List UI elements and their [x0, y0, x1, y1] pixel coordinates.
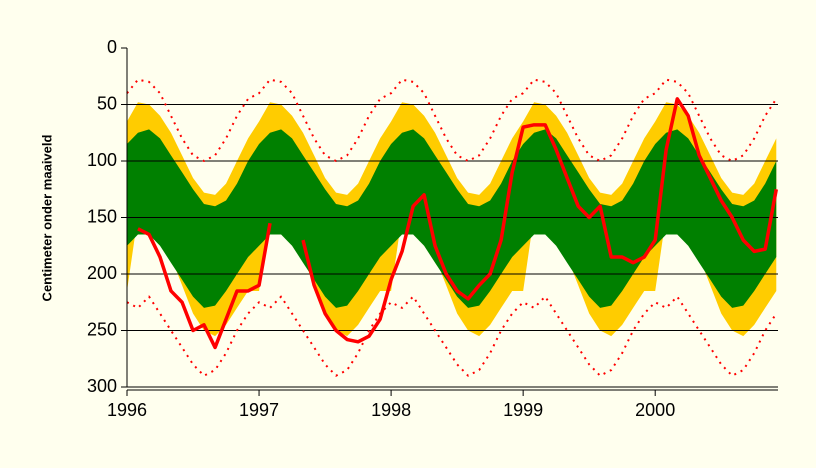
y-axis-label: Centimeter onder maaiveld	[39, 135, 54, 302]
observed-line	[301, 97, 779, 344]
x-tick-label: 1999	[503, 400, 543, 420]
x-tick-label: 1996	[107, 400, 147, 420]
y-tick-label: 100	[87, 150, 117, 170]
y-tick-label: 0	[107, 37, 117, 57]
range-line	[126, 78, 778, 162]
plot-area	[126, 78, 779, 388]
y-tick-label: 250	[87, 319, 117, 339]
x-tick-label: 1997	[239, 400, 279, 420]
x-tick-label: 2000	[635, 400, 675, 420]
y-tick-label: 50	[97, 93, 117, 113]
x-tick-label: 1998	[371, 400, 411, 420]
y-tick-label: 300	[87, 376, 117, 396]
y-tick-label: 150	[87, 206, 117, 226]
observed-line	[137, 222, 272, 350]
band	[127, 129, 777, 308]
y-tick-label: 200	[87, 263, 117, 283]
